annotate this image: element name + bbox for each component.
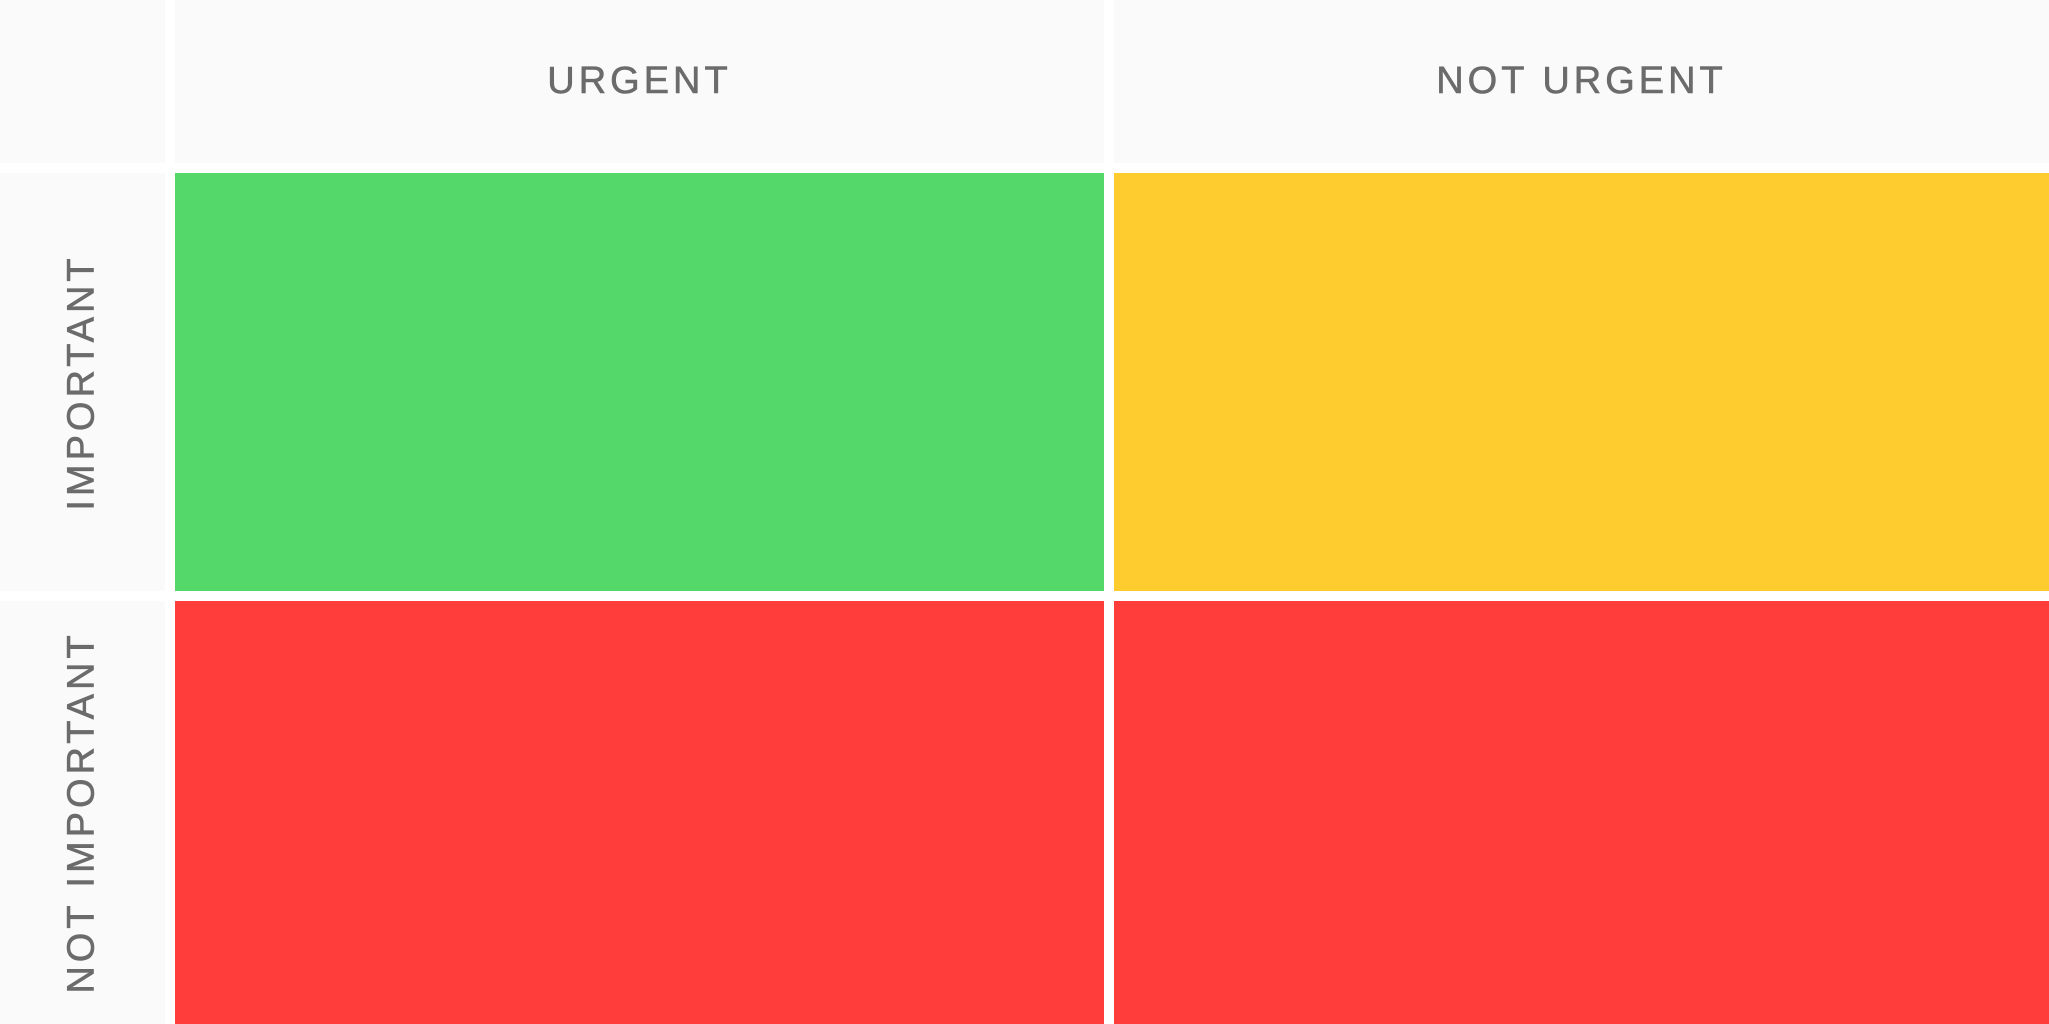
row-header-important: IMPORTANT	[0, 173, 165, 591]
quadrant-not-urgent-important	[1114, 173, 2049, 591]
quadrant-urgent-not-important	[175, 601, 1104, 1024]
row-header-not-important: NOT IMPORTANT	[0, 601, 165, 1024]
corner-cell	[0, 0, 165, 163]
column-label-urgent: URGENT	[547, 60, 732, 103]
row-label-important: IMPORTANT	[61, 253, 104, 511]
row-label-not-important: NOT IMPORTANT	[61, 631, 104, 994]
quadrant-urgent-important	[175, 173, 1104, 591]
column-header-urgent: URGENT	[175, 0, 1104, 163]
column-header-not-urgent: NOT URGENT	[1114, 0, 2049, 163]
quadrant-not-urgent-not-important	[1114, 601, 2049, 1024]
column-label-not-urgent: NOT URGENT	[1436, 60, 1727, 103]
